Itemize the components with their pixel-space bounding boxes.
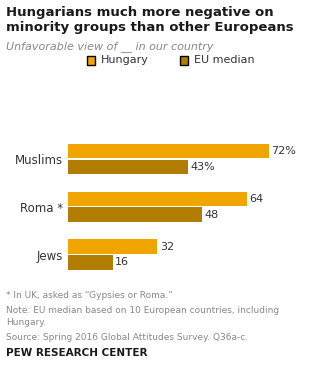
FancyBboxPatch shape: [180, 55, 188, 65]
Text: Hungary: Hungary: [101, 55, 148, 66]
Text: Note: EU median based on 10 European countries, including
Hungary.: Note: EU median based on 10 European cou…: [6, 306, 279, 327]
Text: 64: 64: [249, 194, 263, 204]
Bar: [68, 191, 247, 206]
Bar: [68, 207, 202, 222]
Text: 32: 32: [160, 242, 174, 252]
Bar: [68, 160, 188, 174]
Text: PEW RESEARCH CENTER: PEW RESEARCH CENTER: [6, 348, 148, 358]
Text: * In UK, asked as “Gypsies or Roma.”: * In UK, asked as “Gypsies or Roma.”: [6, 291, 173, 300]
Text: Unfavorable view of __ in our country: Unfavorable view of __ in our country: [6, 41, 214, 52]
Bar: [68, 239, 157, 254]
Text: 43%: 43%: [190, 162, 215, 172]
Bar: [68, 255, 113, 269]
Bar: [68, 144, 269, 158]
Text: Source: Spring 2016 Global Attitudes Survey. Q36a-c.: Source: Spring 2016 Global Attitudes Sur…: [6, 333, 248, 342]
Text: Hungarians much more negative on: Hungarians much more negative on: [6, 6, 274, 19]
FancyBboxPatch shape: [87, 55, 95, 65]
Text: EU median: EU median: [194, 55, 255, 66]
Text: 72%: 72%: [271, 146, 296, 156]
Text: minority groups than other Europeans: minority groups than other Europeans: [6, 21, 294, 34]
Text: 16: 16: [115, 257, 129, 268]
Text: 48: 48: [204, 209, 219, 220]
